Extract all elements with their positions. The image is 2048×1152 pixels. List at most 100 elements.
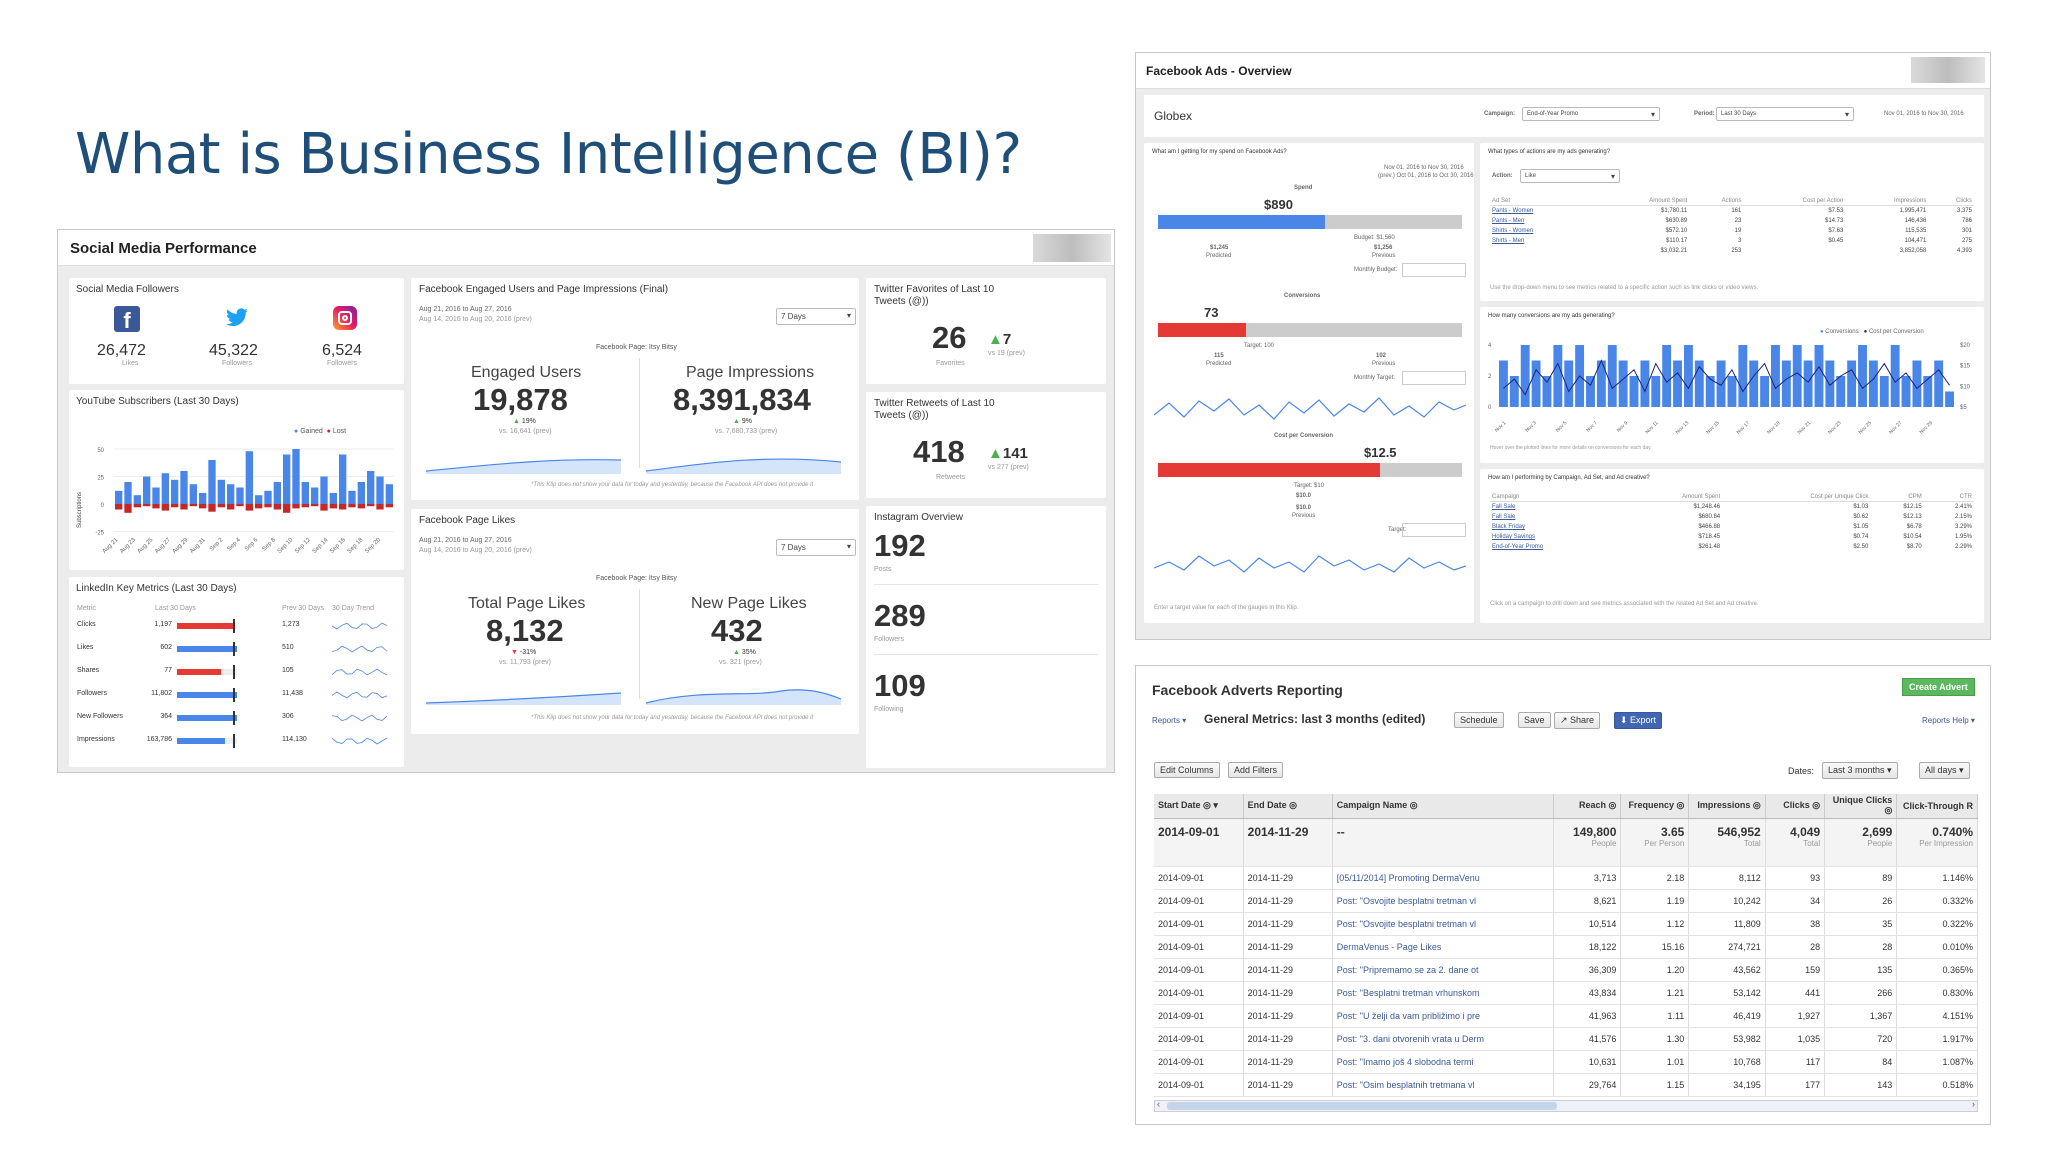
trend-sparkline — [332, 668, 388, 676]
campaign-link[interactable]: DermaVenus - Page Likes — [1332, 935, 1554, 959]
table-cell: 41,963 — [1553, 1004, 1622, 1028]
table-row: 2014-09-01 2014-11-29 DermaVenus - Page Li… — [1154, 935, 1978, 959]
conversion-bar — [1749, 360, 1759, 407]
conversions-chart: 4 2 0 $20 $15 $10 $5 Nov 1 Nov 3 Nov 5 Nov 7 Nov 9 N… — [1488, 343, 1971, 451]
period-dropdown[interactable]: 7 Days — [776, 539, 856, 556]
table-cell: 36,309 — [1553, 958, 1622, 982]
legend: ● Gained ● Lost — [294, 428, 347, 435]
row-link[interactable] — [1490, 246, 1593, 256]
row-link[interactable]: Fall Sale — [1492, 514, 1516, 520]
monthly-target-label: Monthly Target: — [1354, 375, 1395, 381]
row-link[interactable]: Pants - Women — [1492, 208, 1534, 214]
column-header[interactable]: Unique Clicks ◎ — [1824, 794, 1898, 819]
reports-menu[interactable]: Reports ▾ — [1152, 716, 1187, 725]
column-header[interactable]: Start Date ◎ ▾ — [1154, 794, 1244, 819]
campaign-link[interactable]: Post: "Osvojite besplatni tretman vl — [1332, 912, 1554, 936]
new-page-likes-value: 432 — [711, 613, 763, 648]
row-link[interactable]: Pants - Men — [1492, 218, 1525, 224]
trend-sparkline — [332, 622, 388, 630]
campaign-dropdown[interactable]: End-of-Year Promo — [1522, 107, 1660, 121]
legend-conversions: Conversions — [1825, 329, 1859, 335]
row-link[interactable]: End-of-Year Promo — [1492, 544, 1544, 550]
action-dropdown[interactable]: Like — [1520, 169, 1620, 183]
column-header[interactable]: End Date ◎ — [1243, 794, 1333, 819]
row-link[interactable]: Fall Sale — [1492, 504, 1516, 510]
campaign-link[interactable]: Post: "Imamo još 4 slobodna termi — [1332, 1050, 1554, 1074]
period-dropdown[interactable]: Last 30 Days — [1716, 107, 1854, 121]
reporting-title: Facebook Adverts Reporting — [1152, 682, 1343, 698]
campaign-link[interactable]: Post: "3. dani otvorenih vrata u Derm — [1332, 1027, 1554, 1051]
client-name: Globex — [1154, 109, 1193, 123]
gained-bar — [217, 479, 225, 504]
create-advert-button[interactable]: Create Advert — [1902, 678, 1975, 696]
page-impressions-prev: vs. 7,680,733 (prev) — [715, 428, 778, 435]
lost-bar — [115, 504, 123, 510]
column-header[interactable]: Click-Through R — [1896, 794, 1978, 819]
edit-columns-button[interactable]: Edit Columns — [1154, 762, 1220, 778]
table-row: 2014-09-01 2014-11-29 Post: "Besplatni tre… — [1154, 981, 1978, 1005]
y2-tick-label: $5 — [1960, 405, 1967, 411]
conversion-bar — [1499, 360, 1508, 407]
monthly-budget-input[interactable] — [1402, 263, 1466, 277]
conversion-bar — [1629, 376, 1639, 407]
column-header[interactable]: Frequency ◎ — [1620, 794, 1690, 819]
cpc-target-input[interactable] — [1402, 523, 1466, 537]
row-link[interactable]: Shirts - Women — [1492, 228, 1534, 234]
row-link[interactable]: Black Friday — [1492, 524, 1526, 530]
days-dropdown[interactable]: All days ▾ — [1919, 762, 1970, 779]
column-header: 30 Day Trend — [332, 605, 375, 612]
campaign-link[interactable]: [05/11/2014] Promoting DermaVenu — [1332, 866, 1554, 890]
linkedin-row: Clicks 1,197 1,273 — [77, 615, 407, 637]
column-header[interactable]: Impressions ◎ — [1688, 794, 1766, 819]
action-label: Action: — [1492, 173, 1513, 179]
period-dropdown[interactable]: 7 Days — [776, 308, 856, 325]
column-header[interactable]: Reach ◎ — [1553, 794, 1622, 819]
column-header[interactable]: Clicks ◎ — [1765, 794, 1826, 819]
x-tick-label: Nov 17 — [1736, 420, 1752, 436]
table-cell: 1.30 — [1620, 1027, 1690, 1051]
table-cell: $12.15 — [1903, 504, 1922, 510]
cpc-target-label: Target: — [1388, 527, 1407, 533]
gained-bar — [208, 460, 216, 504]
twitter-followers-value: 45,322 — [209, 342, 258, 359]
trend-sparkline — [332, 645, 388, 653]
table-cell: $7.63 — [1828, 228, 1844, 234]
gained-bar — [133, 495, 141, 504]
campaign-link[interactable]: Post: "U želji da vam približimo i pre — [1332, 1004, 1554, 1028]
followers-card: Social Media Followers f 26,472 Likes 45… — [69, 278, 404, 384]
horizontal-scrollbar[interactable]: ‹ › — [1154, 1099, 1978, 1112]
table-cell: 275 — [1961, 238, 1972, 244]
conversions-predicted-label: Predicted — [1206, 361, 1232, 367]
campaign-link[interactable]: Post: "Osim besplatnih tretmana vl — [1332, 1073, 1554, 1097]
x-tick-label: Nov 5 — [1555, 420, 1569, 434]
new-page-likes-prev: vs. 321 (prev) — [719, 659, 762, 666]
facebook-icon: f — [114, 306, 140, 333]
table-cell: $8.70 — [1906, 544, 1922, 550]
actions-panel: What types of actions are my ads generat… — [1480, 143, 1984, 301]
table-row: 2014-09-01 2014-11-29 Post: "Pripremamo se… — [1154, 958, 1978, 982]
row-link[interactable]: Shirts - Men — [1492, 238, 1525, 244]
api-note: *This Klip does not show your data for t… — [531, 482, 814, 488]
monthly-target-input[interactable] — [1402, 371, 1466, 385]
row-link[interactable]: Holiday Savings — [1492, 534, 1536, 540]
campaign-link[interactable]: Post: "Osvojite besplatni tretman vl — [1332, 889, 1554, 913]
metric-value: 602 — [160, 644, 172, 651]
total-freq: 3.65 Per Person — [1620, 818, 1690, 867]
schedule-button[interactable]: Schedule — [1454, 712, 1504, 728]
share-button[interactable]: ↗ Share — [1554, 712, 1601, 729]
table-cell: 274,721 — [1688, 935, 1766, 959]
table-cell: 2014-09-01 — [1154, 912, 1244, 936]
dates-dropdown[interactable]: Last 3 months ▾ — [1822, 762, 1898, 779]
table-cell: 34 — [1765, 889, 1826, 913]
gained-bar — [339, 454, 347, 504]
campaign-link[interactable]: Post: "Besplatni tretman vrhunskom — [1332, 981, 1554, 1005]
campaign-link[interactable]: Post: "Pripremamo se za 2. dane ot — [1332, 958, 1554, 982]
column-header[interactable]: Campaign Name ◎ — [1332, 794, 1554, 819]
table-cell: $0.62 — [1853, 514, 1869, 520]
save-button[interactable]: Save — [1518, 712, 1551, 728]
metric-bar — [177, 738, 237, 744]
add-filters-button[interactable]: Add Filters — [1228, 762, 1284, 778]
export-button[interactable]: ⬇ Export — [1614, 712, 1663, 729]
reports-help-link[interactable]: Reports Help ▾ — [1922, 716, 1975, 725]
table-cell: 19 — [1734, 228, 1742, 234]
